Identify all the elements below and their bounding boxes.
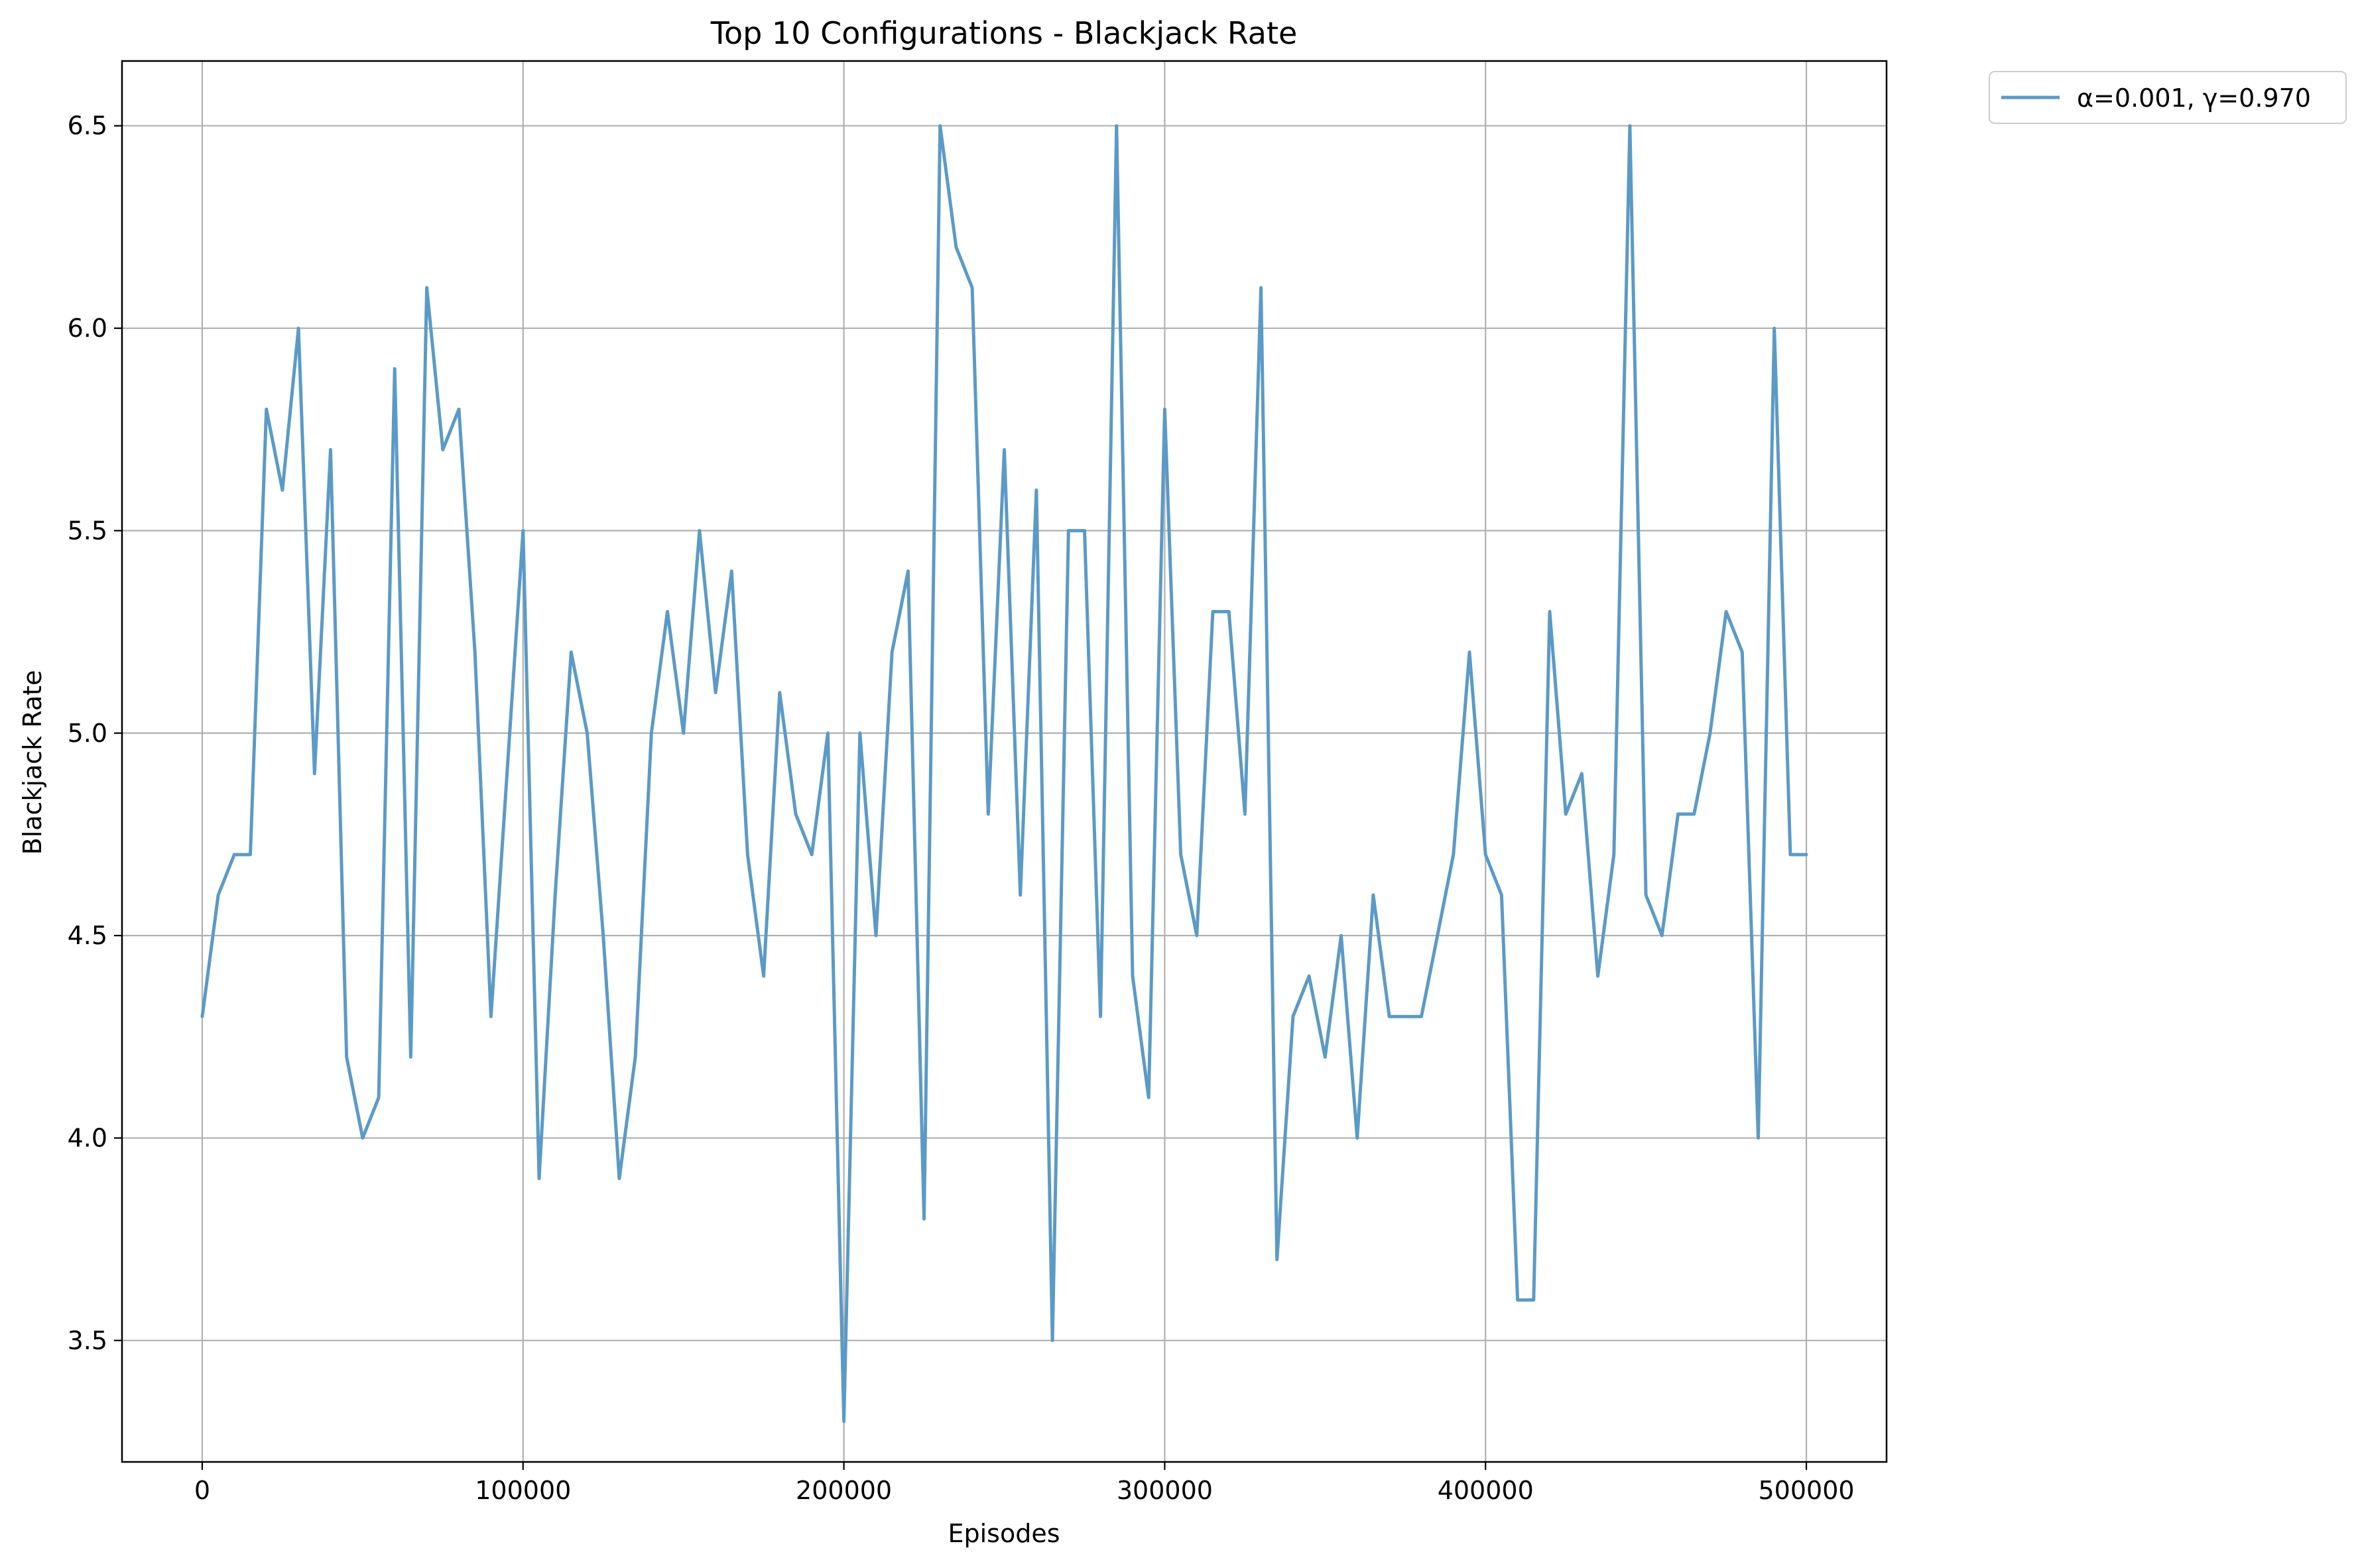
series-line [200, 124, 1808, 1423]
x-tick-label: 400000 [1438, 1476, 1534, 1505]
series-layer [200, 124, 1808, 1423]
y-tick-label: 5.0 [68, 719, 107, 748]
axis-ticks: 0 100000 200000 300000 400000 500000 3.5 4.0 4.5… [68, 111, 1855, 1505]
y-tick-label: 4.0 [68, 1123, 107, 1152]
y-tick-label: 4.5 [68, 921, 107, 950]
y-tick-label: 6.5 [68, 111, 107, 141]
grid [122, 61, 1887, 1462]
x-tick-label: 200000 [796, 1476, 892, 1505]
chart-title: Top 10 Configurations - Blackjack Rate [710, 15, 1298, 51]
y-tick-label: 6.0 [68, 314, 107, 343]
y-axis-title: Blackjack Rate [18, 670, 47, 855]
x-tick-label: 500000 [1759, 1476, 1855, 1505]
legend: α=0.001, γ=0.970 [1989, 71, 2347, 124]
x-tick-label: 0 [194, 1476, 210, 1505]
y-tick-label: 5.5 [68, 516, 107, 545]
x-axis-title: Episodes [948, 1519, 1060, 1548]
x-tick-label: 100000 [475, 1476, 571, 1505]
legend-label: α=0.001, γ=0.970 [2077, 84, 2311, 113]
legend-box [1989, 71, 2347, 124]
plot-frame [121, 60, 1888, 1463]
y-tick-label: 3.5 [68, 1326, 107, 1355]
x-tick-label: 300000 [1117, 1476, 1213, 1505]
